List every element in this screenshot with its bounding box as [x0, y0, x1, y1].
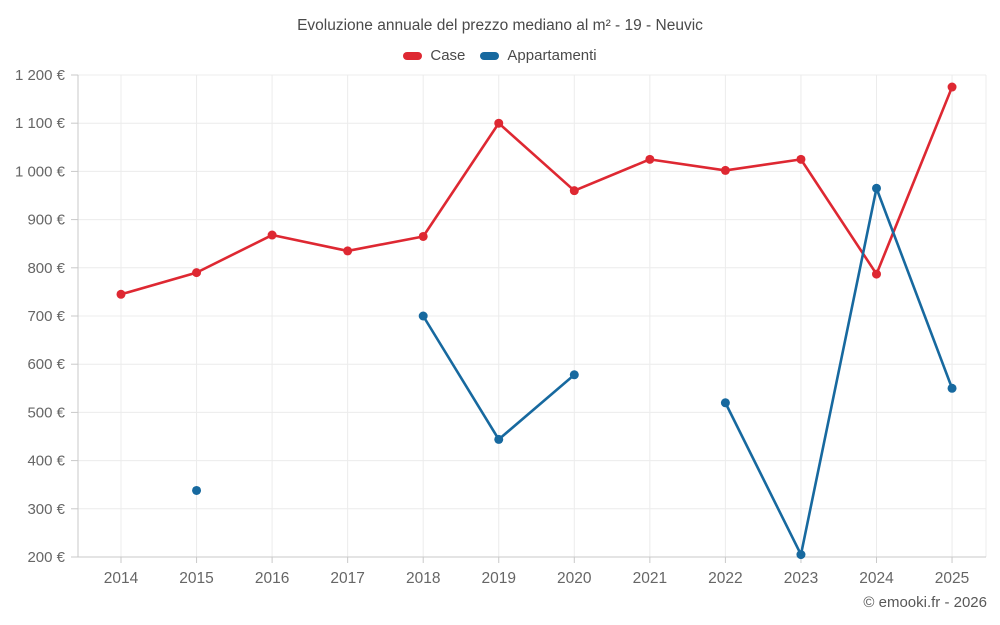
y-tick-label: 1 000 € — [15, 163, 66, 180]
x-tick-label: 2016 — [255, 570, 289, 587]
data-point-case-2019 — [494, 118, 504, 128]
series-line-case — [119, 85, 954, 296]
y-tick-label: 200 € — [27, 549, 65, 566]
y-tick-label: 300 € — [27, 501, 65, 518]
y-tick-label: 1 200 € — [15, 67, 66, 84]
y-tick-label: 800 € — [27, 260, 65, 277]
x-tick-label: 2017 — [330, 570, 364, 587]
y-tick-label: 400 € — [27, 453, 65, 470]
chart-title: Evoluzione annuale del prezzo mediano al… — [297, 17, 703, 34]
y-tick-label: 500 € — [27, 404, 65, 421]
data-point-case-2025 — [947, 82, 957, 92]
legend-label-case: Case — [430, 47, 466, 64]
data-point-case-2021 — [645, 154, 655, 164]
x-tick-label: 2021 — [633, 570, 667, 587]
x-tick-label: 2015 — [179, 570, 213, 587]
x-tick-label: 2018 — [406, 570, 440, 587]
data-point-case-2023 — [796, 154, 806, 164]
data-point-case-2020 — [569, 186, 579, 196]
data-point-appartamenti-2023 — [796, 550, 806, 560]
x-tick-label: 2022 — [708, 570, 742, 587]
data-point-appartamenti-2015 — [192, 485, 202, 495]
case-series-swatch — [403, 51, 423, 60]
legend-item-appartamenti[interactable]: Appartamenti — [480, 47, 597, 64]
data-point-appartamenti-2022 — [720, 398, 730, 408]
data-point-case-2024 — [872, 269, 881, 279]
data-point-appartamenti-2018 — [418, 311, 428, 321]
y-tick-label: 600 € — [27, 356, 65, 373]
copyright-credit: © emooki.fr - 2026 — [863, 594, 987, 611]
appartamenti-series-swatch — [480, 51, 500, 60]
legend: Case Appartamenti — [0, 47, 1000, 64]
legend-item-case[interactable]: Case — [403, 47, 465, 64]
data-point-case-2016 — [267, 230, 277, 240]
y-tick-label: 1 100 € — [15, 115, 66, 132]
data-point-case-2018 — [418, 231, 428, 241]
y-tick-label: 900 € — [27, 212, 65, 229]
x-tick-label: 2019 — [482, 570, 516, 587]
data-point-appartamenti-2025 — [947, 383, 957, 393]
series-line-appartamenti — [724, 186, 954, 556]
data-point-appartamenti-2019 — [494, 434, 504, 444]
y-tick-label: 700 € — [27, 308, 65, 325]
x-tick-label: 2014 — [104, 570, 139, 587]
data-point-case-2015 — [192, 268, 202, 278]
x-tick-label: 2020 — [557, 570, 592, 587]
x-tick-label: 2025 — [935, 570, 969, 587]
x-tick-label: 2024 — [859, 570, 894, 587]
x-tick-label: 2023 — [784, 570, 818, 587]
data-point-case-2014 — [116, 289, 126, 299]
data-point-appartamenti-2024 — [872, 183, 881, 193]
data-point-appartamenti-2020 — [569, 370, 579, 380]
data-point-case-2017 — [343, 246, 353, 256]
legend-label-appartamenti: Appartamenti — [507, 47, 597, 64]
data-point-case-2022 — [720, 165, 730, 175]
